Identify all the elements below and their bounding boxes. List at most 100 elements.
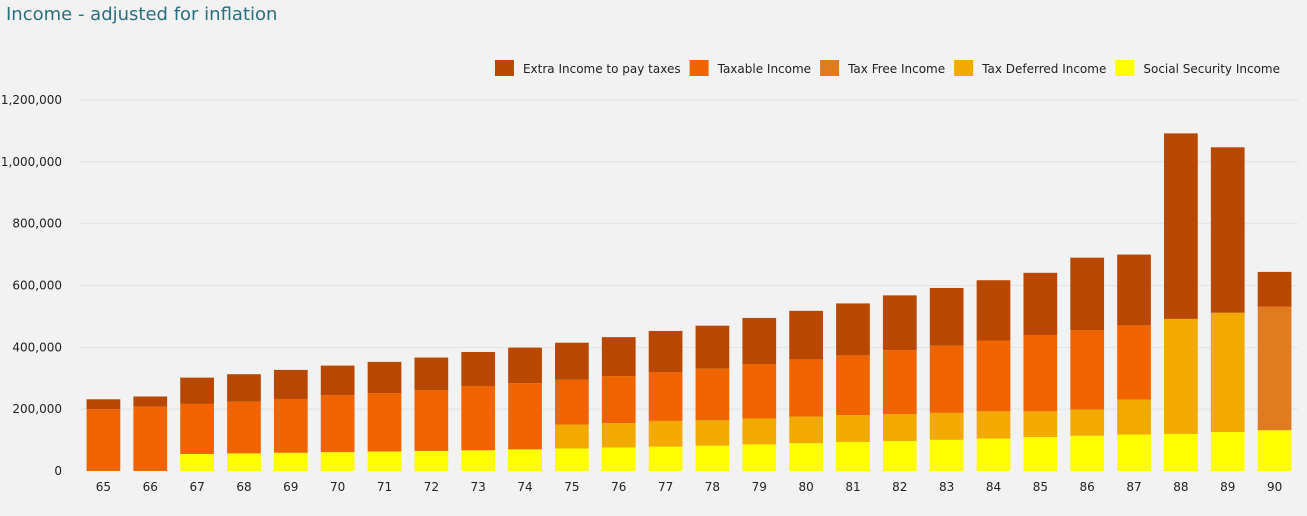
bar-segment[interactable] bbox=[461, 450, 496, 471]
bar-segment[interactable] bbox=[367, 361, 402, 394]
bar-segment[interactable] bbox=[1257, 430, 1292, 471]
bar-segment[interactable] bbox=[976, 280, 1011, 341]
bar-segment[interactable] bbox=[695, 445, 730, 471]
bar-segment[interactable] bbox=[180, 403, 214, 454]
bar-segment[interactable] bbox=[1117, 399, 1151, 435]
bar-segment[interactable] bbox=[648, 330, 683, 373]
bar-segment[interactable] bbox=[1070, 257, 1105, 331]
bar-segment[interactable] bbox=[836, 441, 870, 471]
bar-segment[interactable] bbox=[1023, 411, 1058, 437]
bar-segment[interactable] bbox=[1070, 330, 1105, 410]
bar-segment[interactable] bbox=[929, 412, 964, 440]
bar-segment[interactable] bbox=[1164, 318, 1198, 434]
bar-segment[interactable] bbox=[461, 385, 496, 451]
bar-segment[interactable] bbox=[789, 310, 823, 360]
bar-segment[interactable] bbox=[273, 398, 308, 453]
bar-segment[interactable] bbox=[929, 345, 964, 413]
bar-segment[interactable] bbox=[1210, 147, 1245, 313]
bar-segment[interactable] bbox=[601, 447, 636, 472]
bar-segment[interactable] bbox=[555, 342, 589, 380]
bar-segment[interactable] bbox=[227, 453, 261, 471]
bar-segment[interactable] bbox=[555, 379, 589, 425]
bar-segment[interactable] bbox=[227, 401, 261, 454]
bar-segment[interactable] bbox=[695, 325, 730, 369]
legend-item[interactable]: Tax Deferred Income bbox=[954, 60, 1106, 76]
bar-segment[interactable] bbox=[789, 416, 823, 444]
bar-segment[interactable] bbox=[976, 340, 1011, 412]
bar-segment[interactable] bbox=[1023, 272, 1058, 335]
bar-segment[interactable] bbox=[648, 446, 683, 471]
bar-segment[interactable] bbox=[86, 409, 121, 471]
bar-segment[interactable] bbox=[648, 372, 683, 421]
x-tick-label: 71 bbox=[377, 480, 392, 494]
bar-segment[interactable] bbox=[320, 365, 355, 396]
bar-segment[interactable] bbox=[133, 406, 168, 471]
bar-segment[interactable] bbox=[742, 364, 777, 419]
bar-segment[interactable] bbox=[601, 337, 636, 377]
bar-segment[interactable] bbox=[789, 443, 823, 471]
bar-segment[interactable] bbox=[1023, 334, 1058, 412]
bar-segment[interactable] bbox=[86, 399, 121, 410]
bar-segment[interactable] bbox=[882, 414, 917, 442]
bar-segment[interactable] bbox=[695, 420, 730, 446]
legend-item[interactable]: Extra Income to pay taxes bbox=[494, 60, 681, 76]
bar-segment[interactable] bbox=[882, 441, 917, 471]
bar-segment[interactable] bbox=[976, 411, 1011, 439]
bar-segment[interactable] bbox=[882, 350, 917, 415]
bar-segment[interactable] bbox=[789, 359, 823, 417]
bar-segment[interactable] bbox=[929, 439, 964, 471]
bar-segment[interactable] bbox=[508, 347, 542, 384]
legend-swatch bbox=[494, 60, 514, 76]
bar-segment[interactable] bbox=[1164, 133, 1198, 319]
bar-segment[interactable] bbox=[180, 377, 214, 404]
bar-segment[interactable] bbox=[976, 438, 1011, 471]
bar-segment[interactable] bbox=[320, 452, 355, 471]
bar-segment[interactable] bbox=[1070, 409, 1105, 436]
x-tick-label: 76 bbox=[611, 480, 626, 494]
bar-segment[interactable] bbox=[1117, 325, 1151, 400]
bar-segment[interactable] bbox=[836, 355, 870, 416]
bar-segment[interactable] bbox=[601, 423, 636, 448]
bar-segment[interactable] bbox=[742, 418, 777, 445]
bar-segment[interactable] bbox=[227, 374, 261, 402]
bar-segment[interactable] bbox=[320, 395, 355, 453]
bar-segment[interactable] bbox=[414, 450, 449, 471]
bar-segment[interactable] bbox=[648, 420, 683, 447]
bar-segment[interactable] bbox=[1117, 434, 1151, 471]
bar-segment[interactable] bbox=[273, 452, 308, 471]
bar-segment[interactable] bbox=[1023, 436, 1058, 471]
bar-segment[interactable] bbox=[742, 317, 777, 365]
bar-segment[interactable] bbox=[929, 287, 964, 346]
bar-segment[interactable] bbox=[508, 449, 542, 471]
bar-segment[interactable] bbox=[461, 351, 496, 386]
bar-segment[interactable] bbox=[742, 444, 777, 471]
bar-segment[interactable] bbox=[1070, 435, 1105, 471]
bar-segment[interactable] bbox=[555, 448, 589, 471]
bar-segment[interactable] bbox=[1257, 306, 1292, 431]
bar-segment[interactable] bbox=[882, 295, 917, 351]
bar-segment[interactable] bbox=[695, 368, 730, 421]
x-tick-label: 72 bbox=[424, 480, 439, 494]
bar-segment[interactable] bbox=[836, 415, 870, 442]
legend-item[interactable]: Taxable Income bbox=[689, 60, 811, 76]
bar-segment[interactable] bbox=[1257, 271, 1292, 307]
legend-item[interactable]: Tax Free Income bbox=[820, 60, 945, 76]
bar-segment[interactable] bbox=[367, 451, 402, 471]
bar-segment[interactable] bbox=[555, 424, 589, 449]
bar-segment[interactable] bbox=[367, 393, 402, 452]
legend-label: Tax Free Income bbox=[847, 62, 945, 76]
bar-segment[interactable] bbox=[836, 303, 870, 356]
bar-segment[interactable] bbox=[601, 376, 636, 424]
bar-segment[interactable] bbox=[414, 357, 449, 391]
legend-item[interactable]: Social Security Income bbox=[1115, 60, 1280, 76]
bar-segment[interactable] bbox=[414, 390, 449, 451]
bar-segment[interactable] bbox=[1117, 254, 1151, 326]
bar-segment[interactable] bbox=[1164, 433, 1198, 471]
bar-segment[interactable] bbox=[508, 383, 542, 450]
bar-segment[interactable] bbox=[273, 369, 308, 399]
bar-segment[interactable] bbox=[1210, 312, 1245, 433]
bar-segment[interactable] bbox=[1210, 432, 1245, 471]
chart-title: Income - adjusted for inflation bbox=[6, 4, 278, 25]
bar-segment[interactable] bbox=[133, 396, 168, 407]
bar-segment[interactable] bbox=[180, 454, 214, 471]
